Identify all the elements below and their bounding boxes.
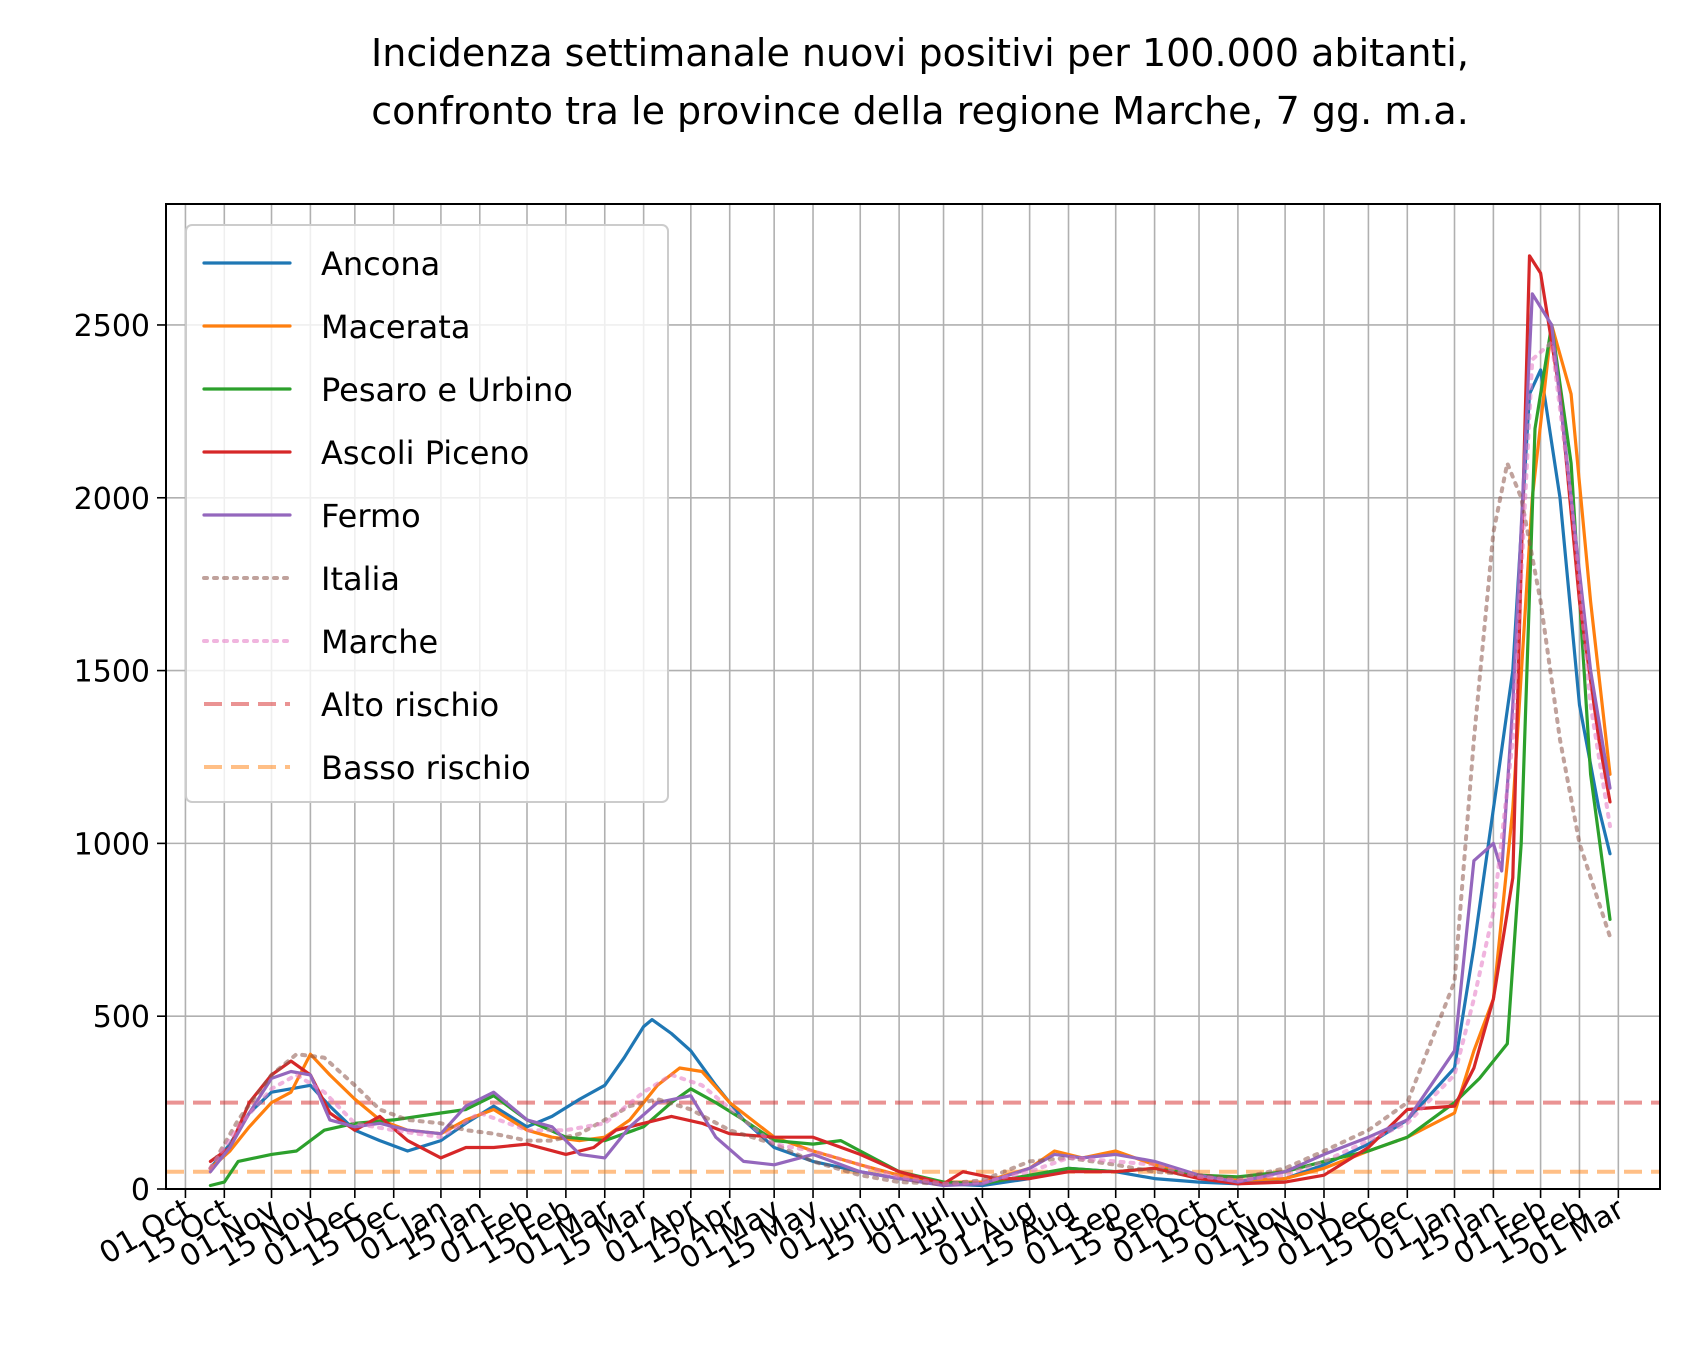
series-line-fermo xyxy=(208,292,1612,1188)
y-axis: 0 500 1000 1500 2000 2500 xyxy=(74,309,166,1208)
legend-label-basso-rischio: Basso rischio xyxy=(321,749,531,787)
series-line-ancona xyxy=(208,368,1612,1188)
legend-label-macerata: Macerata xyxy=(321,308,470,346)
legend-label-pesaro-e-urbino: Pesaro e Urbino xyxy=(321,371,573,409)
legend-label-italia: Italia xyxy=(321,560,400,598)
legend-box xyxy=(185,224,669,803)
series-line-marche xyxy=(208,340,1612,1186)
y-tick-label-1: 500 xyxy=(93,1000,150,1035)
threshold-lines xyxy=(166,1100,1660,1174)
y-tick-label-3: 1500 xyxy=(74,655,150,690)
chart-title-line-1: Incidenza settimanale nuovi positivi per… xyxy=(371,31,1469,75)
legend-label-alto-rischio: Alto rischio xyxy=(321,686,499,724)
series-line-pesaro-e-urbino xyxy=(208,323,1612,1188)
y-tick-label-4: 2000 xyxy=(74,482,150,517)
legend: Ancona Macerata Pesaro e Urbino Ascoli Pice… xyxy=(185,224,669,803)
y-tick-label-5: 2500 xyxy=(74,309,150,344)
series-line-italia xyxy=(208,461,1612,1186)
chart-title-line-2: confronto tra le province della regione … xyxy=(371,89,1469,133)
series-line-ascoli-piceno xyxy=(208,254,1612,1186)
y-tick-label-0: 0 xyxy=(131,1173,150,1208)
legend-label-marche: Marche xyxy=(321,623,438,661)
legend-label-ancona: Ancona xyxy=(321,245,440,283)
series-lines xyxy=(208,254,1612,1188)
plot-frame xyxy=(165,203,1661,1190)
y-tick-label-2: 1000 xyxy=(74,827,150,862)
legend-label-ascoli-piceno: Ascoli Piceno xyxy=(321,434,529,472)
legend-label-fermo: Fermo xyxy=(321,497,421,535)
